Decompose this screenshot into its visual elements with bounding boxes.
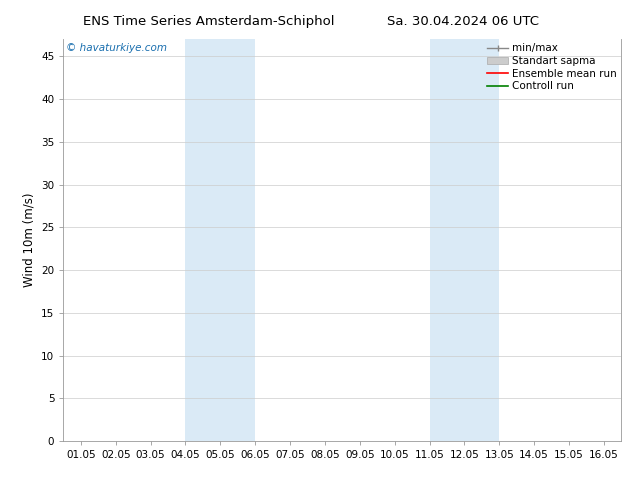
Legend: min/max, Standart sapma, Ensemble mean run, Controll run: min/max, Standart sapma, Ensemble mean r… — [485, 41, 619, 93]
Text: Sa. 30.04.2024 06 UTC: Sa. 30.04.2024 06 UTC — [387, 15, 539, 28]
Y-axis label: Wind 10m (m/s): Wind 10m (m/s) — [23, 193, 36, 287]
Bar — [185, 39, 255, 441]
Text: ENS Time Series Amsterdam-Schiphol: ENS Time Series Amsterdam-Schiphol — [84, 15, 335, 28]
Text: © havaturkiye.com: © havaturkiye.com — [66, 43, 167, 53]
Bar — [429, 39, 500, 441]
